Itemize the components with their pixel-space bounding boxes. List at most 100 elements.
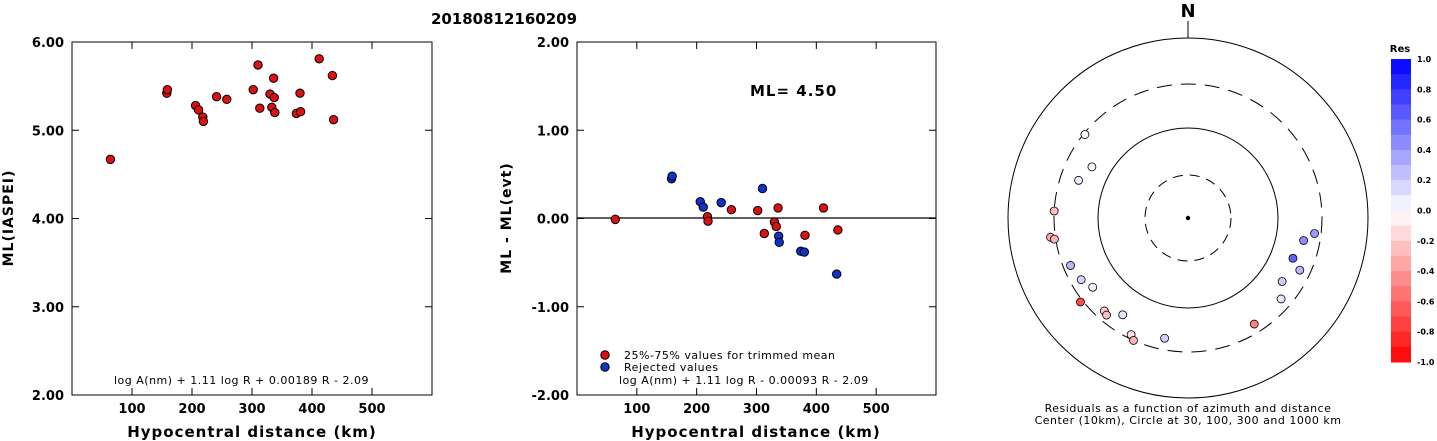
legend-label-trimmed: 25%-75% values for trimmed mean (624, 349, 836, 362)
residual-point (752, 205, 763, 216)
station-point (222, 94, 232, 105)
residual-point (831, 269, 842, 279)
plot1-x-tick-labels: 100 200 300 400 500 (118, 42, 386, 417)
plot1-x-tick-label: 100 (118, 402, 145, 417)
plot2-x-tick-label: 100 (623, 402, 650, 417)
residual-colorbar: Res 1.0 0.8 0.6 0.4 0.2 0.0 -0.2 -0.4 -0.6 -0.8 -1… (1390, 44, 1435, 367)
colorbar-cell (1391, 89, 1411, 105)
station-residual-marker (1295, 265, 1305, 275)
plot2-x-tick-label: 500 (863, 402, 890, 417)
colorbar-cell (1391, 104, 1411, 121)
legend-marker-rejected (600, 362, 610, 372)
station-residual-marker (1288, 253, 1298, 263)
colorbar-tick-label: -0.6 (1417, 297, 1435, 306)
plot1-y-tick-label: 5.00 (32, 124, 64, 139)
residual-point (833, 225, 843, 235)
station-point (162, 84, 173, 95)
colorbar-cell (1391, 271, 1411, 287)
ring-300km (1053, 83, 1323, 353)
station-point (295, 107, 306, 117)
plot1-x-tick-label: 500 (358, 402, 385, 417)
residual-point (800, 230, 810, 240)
ring-100km (1097, 127, 1279, 309)
colorbar-tick-label: 1.0 (1417, 55, 1432, 64)
plot2-x-axis-label: Hypocentral distance (km) (631, 423, 881, 441)
station-residual-marker (1087, 162, 1097, 172)
residual-point (726, 204, 737, 215)
residual-vs-distance-plot: -2.00 -1.00 0.00 1.00 2.00 100 200 300 400 500 M… (499, 36, 937, 441)
colorbar-tick-label: -0.8 (1417, 328, 1435, 337)
station-point (255, 103, 265, 113)
colorbar-cell (1391, 225, 1411, 242)
colorbar-tick-label: -0.4 (1417, 267, 1435, 276)
plot1-y-tick-label: 2.00 (32, 389, 64, 404)
station-point (328, 114, 339, 125)
colorbar-cell (1391, 149, 1411, 166)
colorbar-tick-label: 0.6 (1417, 116, 1432, 125)
station-point (198, 116, 209, 127)
plot2-legend: 25%-75% values for trimmed mean Rejected… (600, 349, 836, 374)
colorbar-cell (1391, 59, 1411, 75)
colorbar-cell (1391, 316, 1411, 333)
plot2-x-tick-label: 300 (743, 402, 770, 417)
station-point (269, 92, 279, 103)
ring-30km (1144, 174, 1232, 262)
epicenter-dot (1185, 215, 1191, 221)
colorbar-cell (1391, 255, 1411, 272)
residual-point (759, 228, 769, 239)
residual-point (773, 203, 783, 213)
colorbar-cell (1391, 195, 1411, 211)
plot2-y-tick-label: -1.00 (532, 301, 569, 316)
colorbar-tick-label: 0.8 (1417, 85, 1432, 94)
plot2-x-tick-label: 200 (683, 402, 710, 417)
residual-point (698, 202, 708, 212)
colorbar-cell (1391, 165, 1411, 181)
polar-station-points (1046, 130, 1319, 345)
residual-point (757, 183, 768, 194)
colorbar-cell (1391, 180, 1411, 196)
ring-1000km (1007, 37, 1369, 399)
station-point (270, 107, 280, 118)
plot1-x-tick-label: 400 (298, 402, 325, 417)
plot2-formula: log A(nm) + 1.11 log R - 0.00093 R - 2.0… (619, 374, 869, 387)
plot2-y-tick-label: 0.00 (537, 213, 569, 228)
residual-point (799, 247, 810, 257)
plot1-formula: log A(nm) + 1.11 log R + 0.00189 R - 2.0… (114, 374, 369, 387)
residual-point (818, 203, 829, 213)
colorbar-tick-label: 0.0 (1417, 207, 1432, 216)
north-label: N (1180, 1, 1195, 22)
station-residual-marker (1102, 310, 1111, 320)
residual-point (771, 221, 781, 232)
residual-point (667, 171, 677, 181)
plot1-x-axis-label: Hypocentral distance (km) (127, 423, 377, 441)
colorbar-cell (1391, 240, 1411, 257)
station-point (268, 73, 279, 83)
station-point (295, 88, 305, 98)
colorbar-cells (1391, 59, 1411, 363)
residual-point (610, 214, 620, 225)
residual-point (774, 237, 784, 248)
station-residual-marker (1277, 277, 1287, 286)
plot1-y-tick-label: 3.00 (32, 301, 64, 316)
station-residual-marker (1249, 319, 1259, 329)
colorbar-cell (1391, 331, 1411, 348)
colorbar-cell (1391, 134, 1411, 151)
plot2-x-tick-labels: 100 200 300 400 500 (623, 42, 890, 417)
residual-point (716, 197, 726, 208)
colorbar-tick-label: -0.2 (1417, 237, 1435, 246)
station-residual-marker (1049, 206, 1059, 216)
station-residual-marker (1076, 275, 1086, 285)
plot1-x-tick-label: 200 (178, 402, 205, 417)
event-id-title: 20180812160209 (431, 10, 577, 28)
plot1-x-tick-label: 300 (238, 402, 265, 417)
station-residual-marker (1076, 297, 1085, 307)
station-residual-marker (1066, 261, 1075, 270)
polar-caption-line2: Center (10km), Circle at 30, 100, 300 an… (1035, 414, 1342, 427)
station-residual-marker (1074, 175, 1083, 185)
station-residual-marker (1088, 282, 1098, 292)
station-residual-marker (1299, 236, 1308, 245)
station-residual-marker (1310, 229, 1319, 238)
azimuth-distance-polar-plot: N Residuals as a function of azimuth and… (1007, 1, 1369, 427)
station-point (327, 70, 338, 81)
